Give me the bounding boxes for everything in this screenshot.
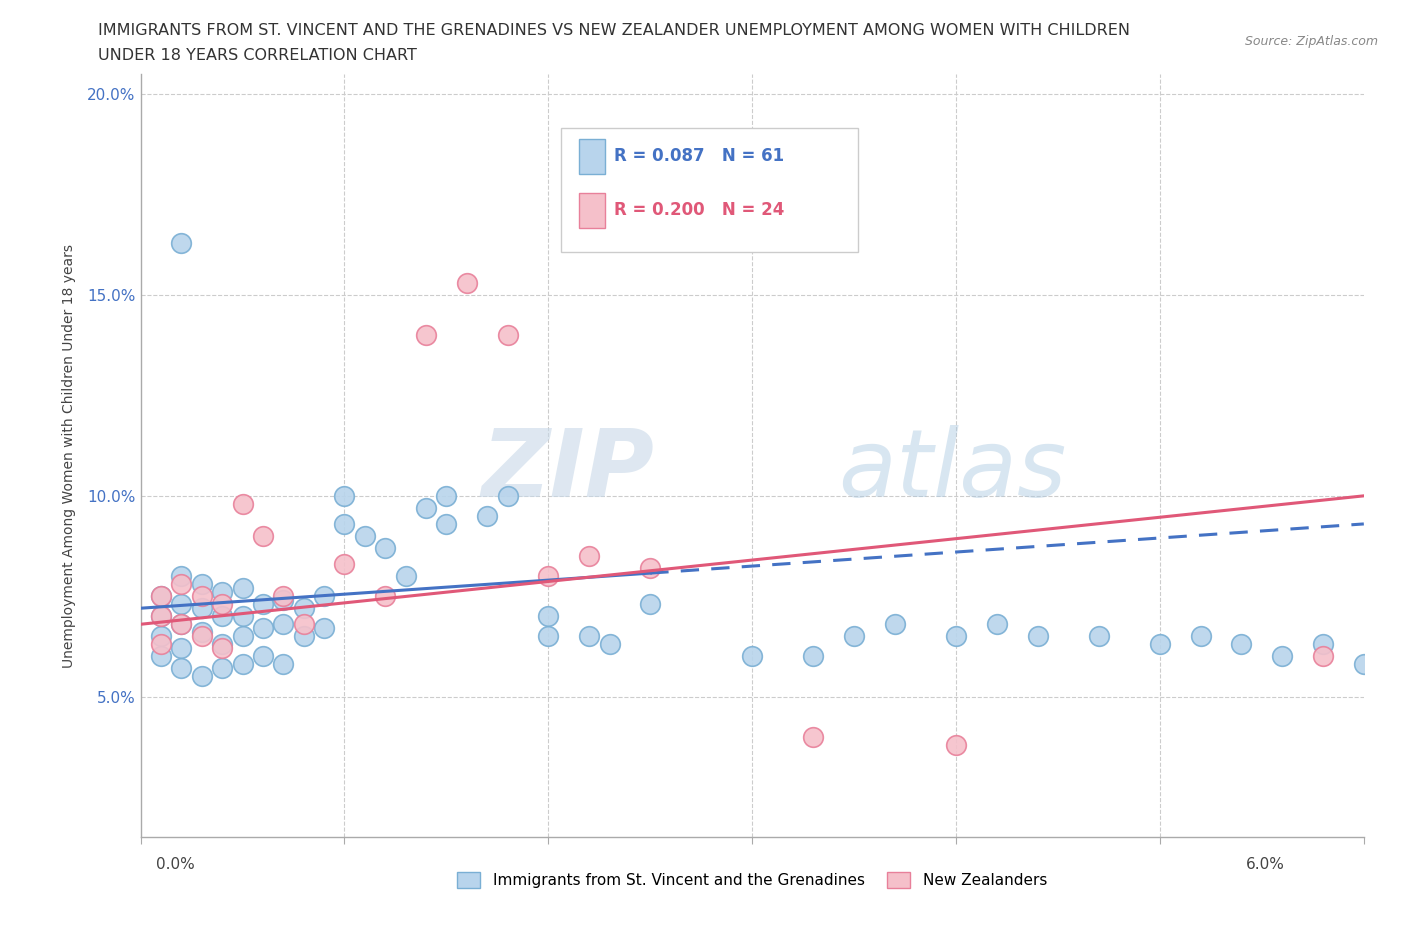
Text: UNDER 18 YEARS CORRELATION CHART: UNDER 18 YEARS CORRELATION CHART — [98, 48, 418, 63]
Point — [292, 617, 315, 631]
Point — [252, 649, 274, 664]
Point — [170, 235, 193, 250]
Point — [150, 589, 172, 604]
Point — [578, 629, 600, 644]
Point — [170, 641, 193, 656]
Point — [496, 328, 519, 343]
Point — [945, 629, 967, 644]
Y-axis label: Unemployment Among Women with Children Under 18 years: Unemployment Among Women with Children U… — [62, 244, 76, 668]
Point — [1312, 637, 1334, 652]
Point — [170, 568, 193, 583]
Point — [496, 488, 519, 503]
Point — [231, 497, 254, 512]
Point — [170, 661, 193, 676]
Point — [1312, 649, 1334, 664]
Point — [170, 617, 193, 631]
Point — [374, 589, 396, 604]
Text: R = 0.087   N = 61: R = 0.087 N = 61 — [614, 147, 785, 165]
Point — [314, 621, 336, 636]
Point — [191, 625, 214, 640]
Point — [231, 629, 254, 644]
Point — [333, 557, 356, 572]
Point — [273, 592, 295, 607]
Point — [211, 585, 233, 600]
Point — [415, 328, 437, 343]
Point — [150, 649, 172, 664]
Point — [211, 641, 233, 656]
Text: Source: ZipAtlas.com: Source: ZipAtlas.com — [1244, 35, 1378, 48]
Text: 6.0%: 6.0% — [1246, 857, 1285, 872]
Point — [191, 601, 214, 616]
Point — [191, 577, 214, 591]
Point — [231, 609, 254, 624]
Point — [803, 649, 825, 664]
Point — [477, 509, 499, 524]
Legend: Immigrants from St. Vincent and the Grenadines, New Zealanders: Immigrants from St. Vincent and the Gren… — [451, 866, 1053, 894]
Point — [436, 516, 458, 531]
Point — [578, 549, 600, 564]
Text: atlas: atlas — [838, 425, 1066, 516]
Text: IMMIGRANTS FROM ST. VINCENT AND THE GRENADINES VS NEW ZEALANDER UNEMPLOYMENT AMO: IMMIGRANTS FROM ST. VINCENT AND THE GREN… — [98, 23, 1130, 38]
Point — [884, 617, 907, 631]
Point — [150, 609, 172, 624]
Point — [292, 629, 315, 644]
Point — [211, 661, 233, 676]
Point — [333, 488, 356, 503]
Point — [191, 589, 214, 604]
Text: 0.0%: 0.0% — [156, 857, 195, 872]
Point — [333, 516, 356, 531]
Point — [1088, 629, 1111, 644]
Point — [170, 577, 193, 591]
Point — [640, 561, 662, 576]
Point — [436, 488, 458, 503]
Point — [273, 657, 295, 671]
Point — [314, 589, 336, 604]
Point — [252, 621, 274, 636]
Point — [211, 597, 233, 612]
Point — [273, 589, 295, 604]
Point — [354, 528, 377, 543]
Point — [273, 617, 295, 631]
Point — [170, 617, 193, 631]
Point — [537, 609, 560, 624]
Point — [415, 500, 437, 515]
Point — [211, 609, 233, 624]
Point — [191, 669, 214, 684]
Text: R = 0.200   N = 24: R = 0.200 N = 24 — [614, 201, 785, 219]
Point — [150, 637, 172, 652]
Point — [292, 601, 315, 616]
Point — [150, 609, 172, 624]
Point — [1189, 629, 1212, 644]
Point — [150, 629, 172, 644]
Point — [945, 737, 967, 752]
Point — [1353, 657, 1375, 671]
Point — [1026, 629, 1049, 644]
Point — [231, 657, 254, 671]
Point — [456, 275, 478, 290]
Point — [1149, 637, 1171, 652]
Point — [211, 637, 233, 652]
Point — [191, 629, 214, 644]
Point — [741, 649, 763, 664]
Point — [374, 540, 396, 555]
Point — [395, 568, 418, 583]
Point — [1271, 649, 1294, 664]
Point — [844, 629, 866, 644]
Point — [803, 729, 825, 744]
Point — [1230, 637, 1253, 652]
Point — [640, 597, 662, 612]
Text: ZIP: ZIP — [481, 425, 654, 517]
Point — [986, 617, 1008, 631]
Point — [150, 589, 172, 604]
Point — [252, 597, 274, 612]
Point — [231, 580, 254, 595]
Point — [170, 597, 193, 612]
Point — [252, 528, 274, 543]
Point — [599, 637, 621, 652]
Point — [537, 568, 560, 583]
Point — [537, 629, 560, 644]
